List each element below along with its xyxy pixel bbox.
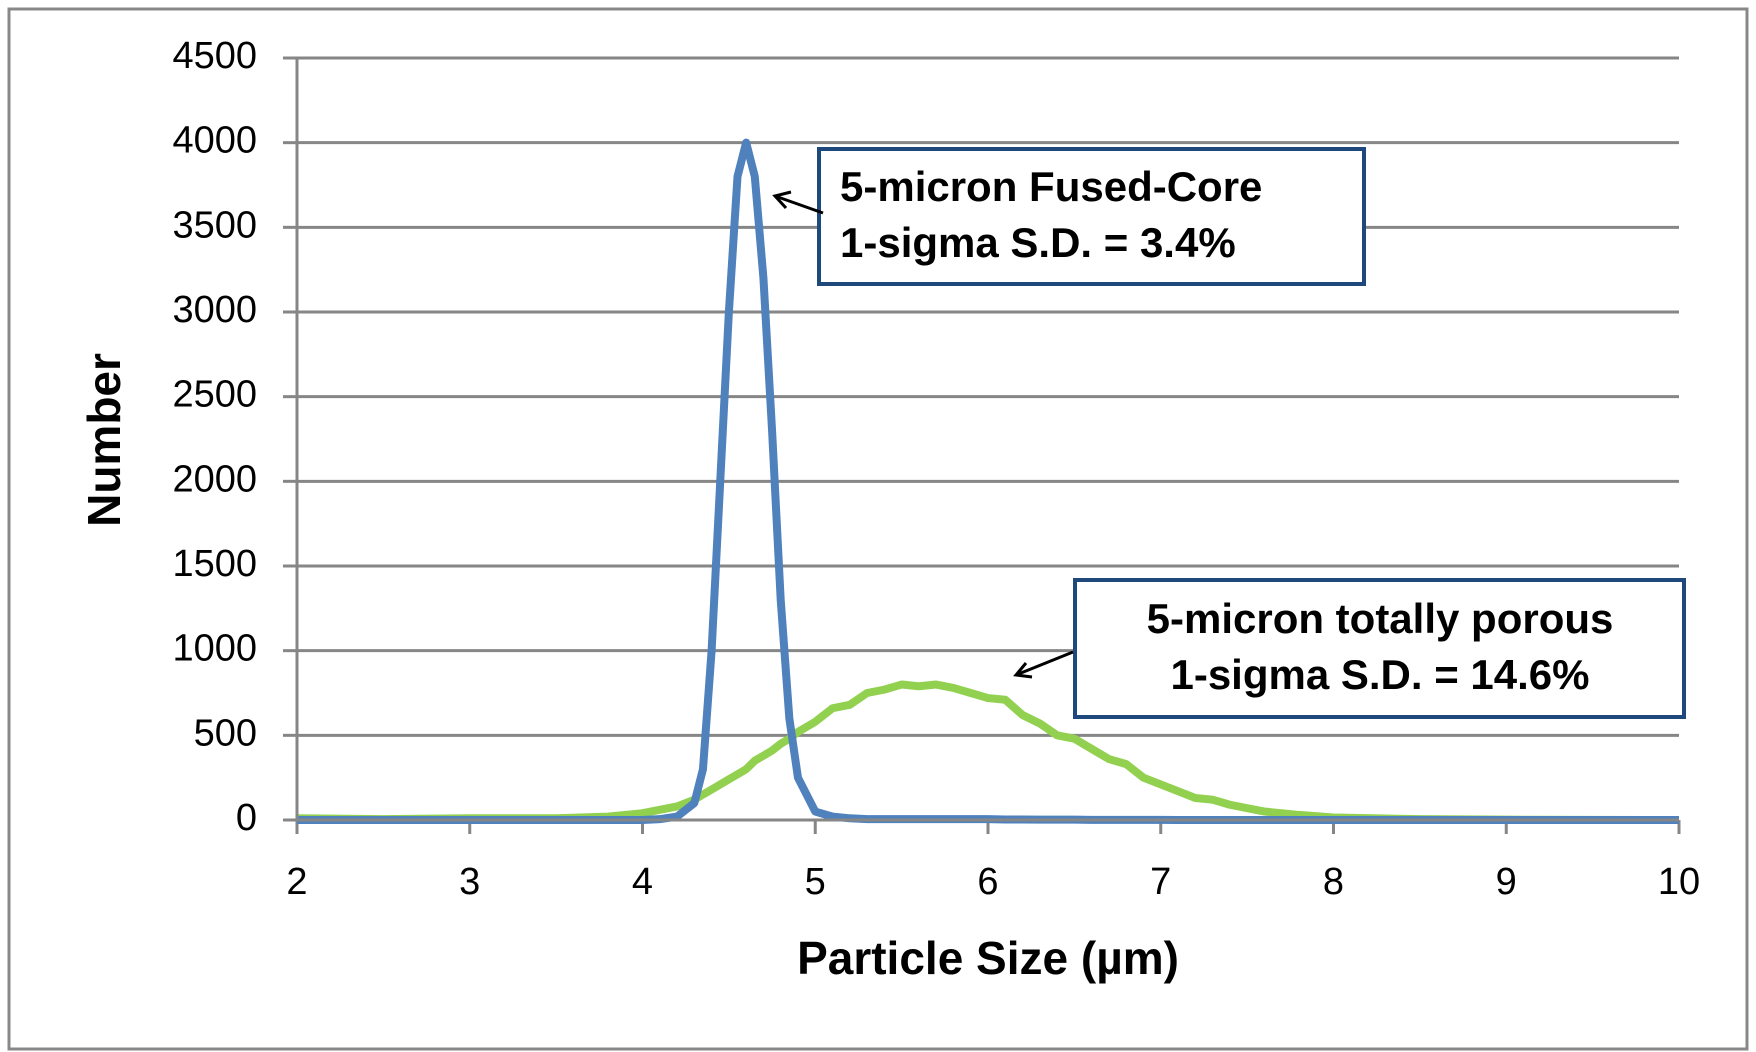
x-tick-label: 10 bbox=[1658, 861, 1700, 903]
y-tick-label: 500 bbox=[194, 712, 257, 754]
annotation-arrow bbox=[772, 190, 824, 215]
x-tick-label: 6 bbox=[977, 861, 998, 903]
annotation-text: 5-micron Fused-Core bbox=[840, 163, 1262, 210]
x-tick-label: 5 bbox=[805, 861, 826, 903]
annotation-arrow bbox=[1013, 650, 1074, 679]
x-tick-label: 8 bbox=[1323, 861, 1344, 903]
x-tick-label: 9 bbox=[1496, 861, 1517, 903]
x-tick-label: 3 bbox=[459, 861, 480, 903]
x-tick-label: 7 bbox=[1150, 861, 1171, 903]
y-tick-label: 1000 bbox=[172, 628, 257, 670]
y-tick-label: 1500 bbox=[172, 543, 257, 585]
annotation-text: 1-sigma S.D. = 14.6% bbox=[1170, 651, 1589, 698]
annotation-text: 5-micron totally porous bbox=[1147, 595, 1614, 642]
y-tick-label: 4500 bbox=[172, 35, 257, 77]
y-tick-label: 3000 bbox=[172, 289, 257, 331]
y-tick-label: 4000 bbox=[172, 120, 257, 162]
y-tick-label: 2000 bbox=[172, 458, 257, 500]
annotation-box bbox=[1073, 578, 1686, 719]
x-tick-label: 4 bbox=[632, 861, 653, 903]
annotation-text: 1-sigma S.D. = 3.4% bbox=[840, 219, 1236, 266]
x-axis-title: Particle Size (µm) bbox=[797, 932, 1179, 984]
y-tick-label: 2500 bbox=[172, 374, 257, 416]
x-tick-label: 2 bbox=[286, 861, 307, 903]
y-tick-label: 3500 bbox=[172, 204, 257, 246]
y-tick-label: 0 bbox=[236, 797, 257, 839]
annotation-box bbox=[817, 147, 1366, 286]
y-axis-title: Number bbox=[78, 353, 130, 527]
